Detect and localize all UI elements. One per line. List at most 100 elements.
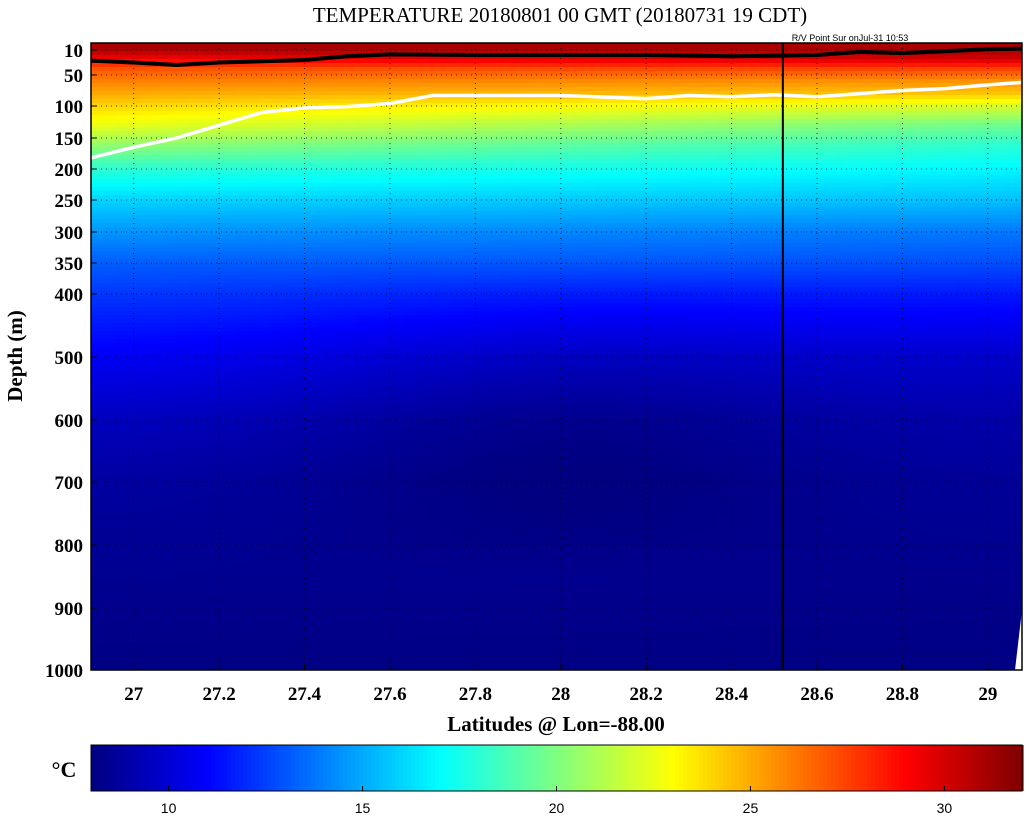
heatmap-cell [187, 479, 200, 484]
heatmap-cell [307, 167, 320, 172]
heatmap-cell [451, 495, 464, 500]
heatmap-cell [187, 411, 200, 416]
heatmap-cell [355, 211, 368, 216]
heatmap-cell [259, 503, 272, 508]
heatmap-cell [295, 423, 308, 428]
heatmap-cell [91, 343, 104, 348]
heatmap-cell [115, 395, 128, 400]
heatmap-cell [187, 211, 200, 216]
heatmap-cell [139, 463, 152, 468]
heatmap-cell [439, 647, 452, 652]
heatmap-cell [307, 87, 320, 92]
heatmap-cell [415, 655, 428, 660]
heatmap-cell [235, 459, 248, 464]
heatmap-cell [355, 375, 368, 380]
heatmap-cell [283, 455, 296, 460]
heatmap-cell [355, 119, 368, 124]
heatmap-cell [415, 71, 428, 76]
heatmap-cell [439, 99, 452, 104]
heatmap-cell [199, 191, 212, 196]
heatmap-cell [151, 535, 164, 540]
heatmap-cell [295, 323, 308, 328]
heatmap-cell [271, 651, 284, 656]
heatmap-cell [223, 395, 236, 400]
heatmap-cell [319, 59, 332, 64]
heatmap-cell [223, 247, 236, 252]
heatmap-cell [259, 519, 272, 524]
heatmap-cell [451, 395, 464, 400]
heatmap-cell [283, 47, 296, 52]
heatmap-cell [295, 451, 308, 456]
heatmap-cell [391, 171, 404, 176]
heatmap-cell [391, 479, 404, 484]
heatmap-cell [415, 555, 428, 560]
heatmap-cell [103, 275, 116, 280]
heatmap-cell [367, 223, 380, 228]
heatmap-cell [439, 555, 452, 560]
heatmap-cell [355, 395, 368, 400]
heatmap-cell [343, 203, 356, 208]
heatmap-cell [283, 575, 296, 580]
heatmap-cell [427, 627, 440, 632]
heatmap-cell [295, 251, 308, 256]
heatmap-cell [235, 239, 248, 244]
heatmap-cell [115, 499, 128, 504]
heatmap-cell [367, 111, 380, 116]
heatmap-cell [379, 547, 392, 552]
heatmap-cell [331, 311, 344, 316]
heatmap-cell [211, 447, 224, 452]
heatmap-cell [331, 443, 344, 448]
heatmap-cell [271, 427, 284, 432]
heatmap-cell [415, 339, 428, 344]
heatmap-cell [295, 79, 308, 84]
heatmap-cell [259, 235, 272, 240]
heatmap-cell [163, 423, 176, 428]
heatmap-cell [283, 99, 296, 104]
heatmap-cell [187, 375, 200, 380]
heatmap-cell [127, 87, 140, 92]
heatmap-cell [439, 599, 452, 604]
heatmap-cell [151, 123, 164, 128]
heatmap-cell [343, 215, 356, 220]
heatmap-cell [211, 511, 224, 516]
heatmap-cell [307, 431, 320, 436]
heatmap-cell [163, 587, 176, 592]
heatmap-cell [271, 131, 284, 136]
heatmap-cell [103, 223, 116, 228]
heatmap-cell [343, 411, 356, 416]
heatmap-cell [331, 79, 344, 84]
heatmap-cell [355, 195, 368, 200]
heatmap-cell [415, 43, 428, 48]
heatmap-cell [295, 411, 308, 416]
heatmap-cell [103, 263, 116, 268]
heatmap-cell [319, 207, 332, 212]
heatmap-cell [163, 171, 176, 176]
heatmap-cell [367, 63, 380, 68]
heatmap-cell [283, 623, 296, 628]
heatmap-cell [415, 251, 428, 256]
heatmap-cell [283, 611, 296, 616]
heatmap-cell [139, 251, 152, 256]
heatmap-cell [223, 459, 236, 464]
heatmap-cell [391, 63, 404, 68]
heatmap-cell [355, 455, 368, 460]
heatmap-cell [403, 363, 416, 368]
heatmap-cell [343, 395, 356, 400]
heatmap-cell [163, 167, 176, 172]
heatmap-cell [451, 179, 464, 184]
heatmap-cell [451, 403, 464, 408]
heatmap-cell [403, 431, 416, 436]
heatmap-cell [139, 359, 152, 364]
heatmap-cell [259, 295, 272, 300]
heatmap-cell [295, 555, 308, 560]
heatmap-cell [283, 247, 296, 252]
heatmap-cell [151, 195, 164, 200]
heatmap-cell [391, 331, 404, 336]
heatmap-cell [379, 603, 392, 608]
heatmap-cell [259, 163, 272, 168]
heatmap-cell [235, 151, 248, 156]
heatmap-cell [139, 135, 152, 140]
heatmap-cell [451, 507, 464, 512]
heatmap-cell [403, 207, 416, 212]
heatmap-cell [451, 451, 464, 456]
